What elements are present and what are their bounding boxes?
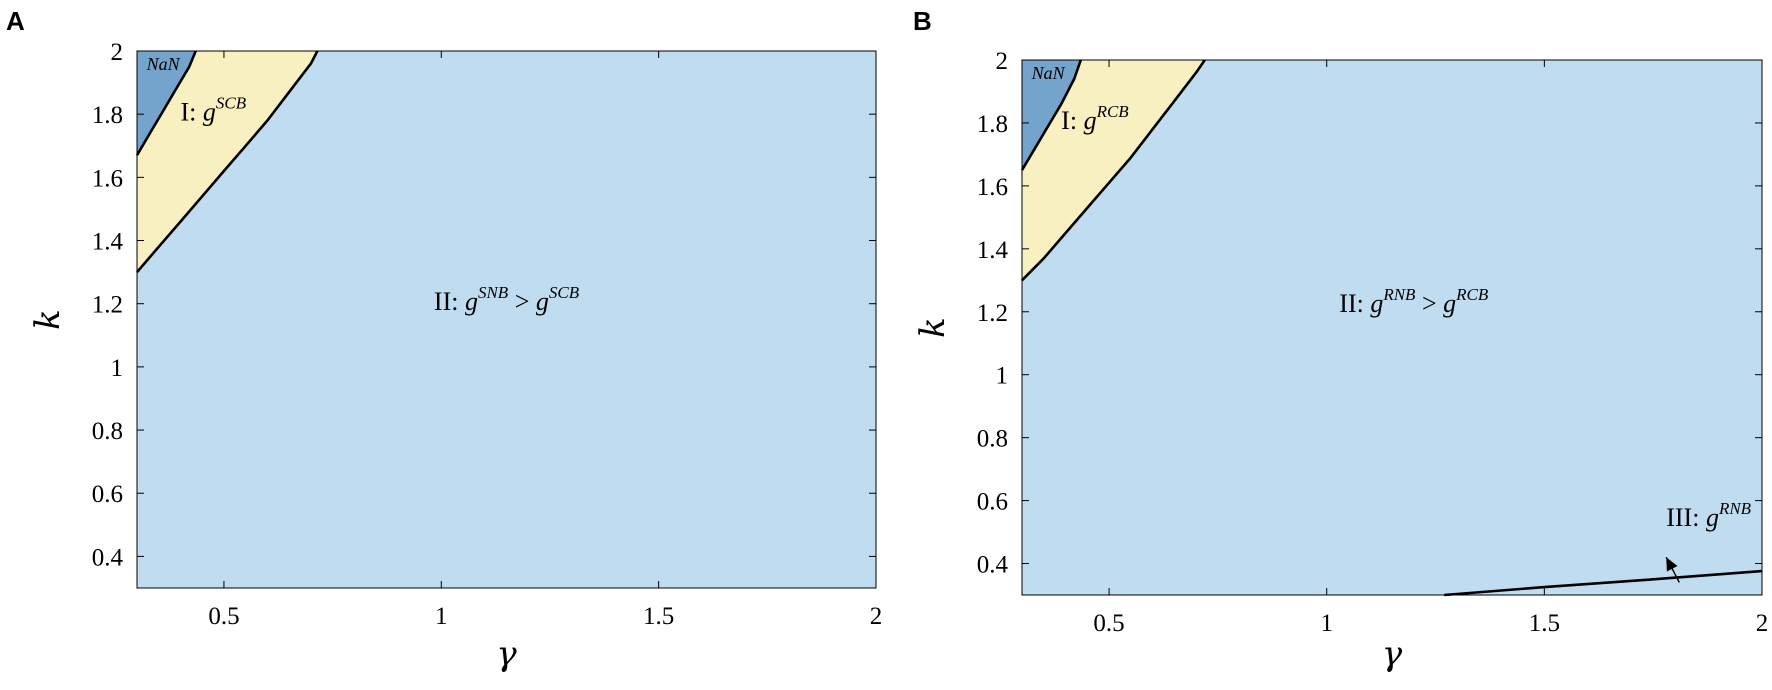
- y-tick-label: 1: [111, 355, 124, 382]
- panel-a: A 0.5 1 1.5 2 0.4 0.6 0.8 1 1.2 1.4 1.6 1.8 2 γ k NaN I: …: [6, 6, 882, 674]
- region-label-nan: NaN: [1031, 63, 1066, 83]
- y-tick-label: 0.4: [92, 544, 124, 571]
- y-tick-label: 0.4: [977, 552, 1009, 579]
- x-tick-label: 1: [1320, 610, 1333, 637]
- region-superscript: RCB: [1455, 285, 1489, 304]
- y-tick-label: 1.2: [977, 300, 1008, 327]
- region-symbol: g: [1706, 503, 1719, 532]
- y-tick-label: 1.6: [92, 165, 123, 192]
- region-symbol: g: [536, 287, 549, 316]
- x-tick-label: 0.5: [1093, 610, 1124, 637]
- region-prefix: II:: [434, 287, 465, 316]
- region-prefix: III:: [1666, 503, 1706, 532]
- panel-b: B 0.5 1 1.5 2 0.4 0.6 0.8 1 1.2 1.4 1.6 1.8 2 γ k NaN I: …: [913, 6, 1768, 674]
- region-superscript: SCB: [549, 283, 580, 302]
- x-tick-label: 0.5: [208, 603, 239, 630]
- y-tick-label: 1.8: [92, 102, 123, 129]
- region-superscript: RNB: [1382, 285, 1416, 304]
- region-symbol: g: [203, 97, 216, 126]
- nan-boundary-line: [135, 50, 197, 156]
- region-label-iii: III: gRNB: [1666, 499, 1751, 532]
- region-label-ii: II: gRNB > gRCB: [1339, 285, 1489, 318]
- region-superscript: RNB: [1718, 499, 1752, 518]
- x-tick-label: 2: [1756, 610, 1769, 637]
- region-symbol: g: [1443, 289, 1456, 318]
- x-tick-label: 1.5: [1529, 610, 1560, 637]
- region-label-i: I: gRCB: [1061, 102, 1129, 135]
- y-tick-label: 0.6: [977, 489, 1008, 516]
- region-i: [137, 51, 318, 273]
- region-symbol: g: [465, 287, 478, 316]
- y-tick-label: 1.4: [977, 237, 1009, 264]
- region-ii: [1022, 60, 1762, 595]
- region-symbol: g: [1370, 289, 1383, 318]
- y-tick-label: 1.2: [92, 292, 123, 319]
- y-tick-label: 2: [111, 39, 124, 66]
- x-tick-label: 2: [870, 603, 883, 630]
- axes-frame: [1021, 59, 1763, 596]
- panel-letter: B: [913, 6, 932, 36]
- region-i: [1022, 60, 1205, 281]
- region-prefix: I:: [180, 97, 202, 126]
- y-tick-label: 0.8: [977, 426, 1008, 453]
- y-tick-label: 1.6: [977, 174, 1008, 201]
- y-tick-label: 2: [996, 48, 1009, 75]
- annotation-arrow-head: [1666, 557, 1678, 572]
- panel-letter: A: [6, 6, 25, 36]
- region-label-ii: II: gSNB > gSCB: [434, 283, 580, 316]
- region-label-nan: NaN: [146, 54, 181, 74]
- x-axis-label: γ: [1382, 634, 1403, 674]
- nan-boundary-line: [1020, 59, 1083, 171]
- region-nan: [1022, 60, 1081, 171]
- region-label-i: I: gSCB: [180, 93, 246, 126]
- y-axis-label: k: [28, 309, 68, 330]
- I-boundary-line: [136, 50, 319, 273]
- III-boundary-line: [1444, 569, 1763, 597]
- y-tick-label: 1.8: [977, 111, 1008, 138]
- y-axis-label: k: [913, 317, 953, 338]
- region-superscript: SCB: [216, 93, 247, 112]
- y-tick-label: 0.8: [92, 418, 123, 445]
- x-axis-label: γ: [496, 634, 517, 674]
- region-operator: >: [508, 287, 536, 316]
- axes-frame: [136, 50, 877, 589]
- I-boundary-line: [1021, 59, 1206, 282]
- x-tick-label: 1.5: [643, 603, 674, 630]
- y-tick-label: 1: [996, 363, 1009, 390]
- y-tick-label: 1.4: [92, 229, 124, 256]
- region-ii: [137, 51, 876, 588]
- region-operator: >: [1415, 289, 1443, 318]
- region-prefix: I:: [1061, 106, 1083, 135]
- region-symbol: g: [1084, 106, 1097, 135]
- y-tick-label: 0.6: [92, 481, 123, 508]
- x-tick-label: 1: [435, 603, 448, 630]
- region-superscript: SNB: [478, 283, 509, 302]
- region-superscript: RCB: [1096, 102, 1130, 121]
- region-prefix: II:: [1339, 289, 1370, 318]
